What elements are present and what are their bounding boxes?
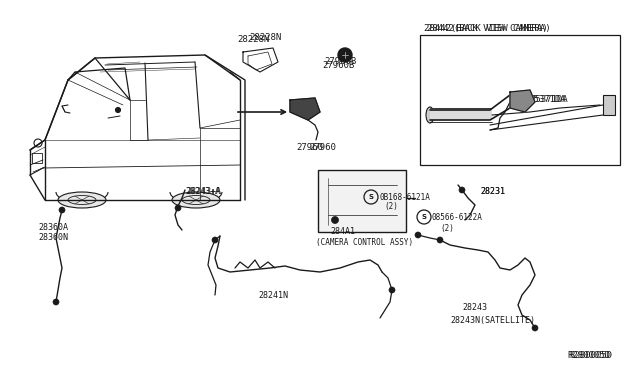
Text: 28442(BACK VIEW CAMERA): 28442(BACK VIEW CAMERA) xyxy=(427,23,550,32)
Circle shape xyxy=(115,108,120,112)
Ellipse shape xyxy=(426,107,434,123)
Bar xyxy=(32,153,42,163)
Circle shape xyxy=(532,325,538,331)
Text: 28228N: 28228N xyxy=(237,35,269,45)
Text: (2): (2) xyxy=(440,224,454,232)
Text: 25371DA: 25371DA xyxy=(528,96,566,105)
Circle shape xyxy=(415,232,421,238)
Ellipse shape xyxy=(58,192,106,208)
Text: 27960: 27960 xyxy=(296,144,323,153)
Text: 28442(BACK VIEW CAMERA): 28442(BACK VIEW CAMERA) xyxy=(424,23,548,32)
Bar xyxy=(430,108,492,120)
Text: 0B168-6121A: 0B168-6121A xyxy=(379,192,430,202)
Text: 284A1: 284A1 xyxy=(330,228,355,237)
Text: R280005D: R280005D xyxy=(569,352,612,360)
Text: 28360N: 28360N xyxy=(38,234,68,243)
Text: 28231: 28231 xyxy=(480,187,505,196)
Text: (2): (2) xyxy=(384,202,398,212)
Text: 28243+A: 28243+A xyxy=(185,187,220,196)
Circle shape xyxy=(59,207,65,213)
Text: 28243: 28243 xyxy=(462,304,487,312)
Circle shape xyxy=(53,299,59,305)
Circle shape xyxy=(332,217,339,224)
Text: 27960B: 27960B xyxy=(322,61,354,71)
Text: 28228N: 28228N xyxy=(249,33,281,42)
Circle shape xyxy=(175,205,181,211)
Bar xyxy=(318,170,406,232)
Polygon shape xyxy=(510,90,535,112)
Text: 28360A: 28360A xyxy=(38,224,68,232)
Text: 08566-6122A: 08566-6122A xyxy=(432,212,483,221)
Text: 28231: 28231 xyxy=(480,187,505,196)
Text: 27960B: 27960B xyxy=(324,58,356,67)
Circle shape xyxy=(212,237,218,243)
Circle shape xyxy=(459,187,465,193)
Polygon shape xyxy=(290,98,320,120)
Circle shape xyxy=(437,237,443,243)
Text: R280005D: R280005D xyxy=(567,350,610,359)
Bar xyxy=(603,95,615,115)
Text: (CAMERA CONTROL ASSY): (CAMERA CONTROL ASSY) xyxy=(316,237,413,247)
Text: 25371DA: 25371DA xyxy=(530,96,568,105)
Text: 28243+A: 28243+A xyxy=(186,187,221,196)
Circle shape xyxy=(389,287,395,293)
Text: 27960: 27960 xyxy=(310,144,337,153)
Bar xyxy=(420,35,620,165)
Text: 28241N: 28241N xyxy=(258,292,288,301)
Text: 28243N(SATELLITE): 28243N(SATELLITE) xyxy=(450,315,535,324)
Text: S: S xyxy=(422,214,426,220)
Text: S: S xyxy=(369,194,374,200)
Ellipse shape xyxy=(172,192,220,208)
Circle shape xyxy=(338,48,352,62)
